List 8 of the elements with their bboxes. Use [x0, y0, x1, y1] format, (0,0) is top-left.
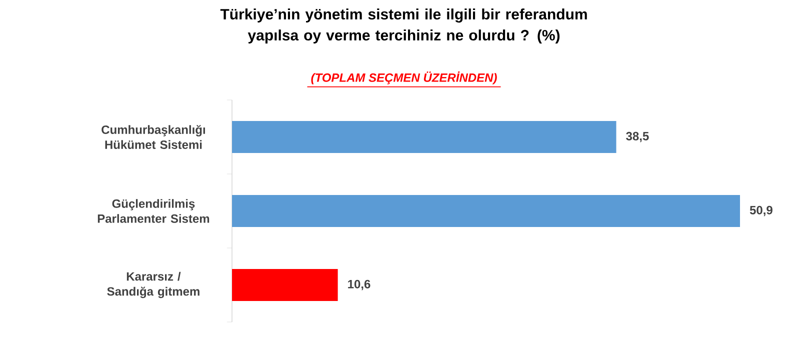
y-tick-label: Cumhurbaşkanlığı Hükümet Sistemi	[102, 125, 205, 149]
data-label: 10,6	[348, 280, 370, 290]
chart-subtitle: (TOPLAM SEÇMEN ÜZERİNDEN)	[311, 72, 497, 84]
data-label: 50,9	[750, 206, 772, 216]
chart-title: Türkiye’nin yönetim sistemi ile ilgili bir referandum yapılsa oy verme tercihiniz ne olurdu ? (%)	[220, 8, 587, 44]
y-tick-label: Güçlendirilmiş Parlamenter Sistem	[98, 199, 210, 223]
y-tick-label: Kararsız / Sandığa gitmem	[107, 272, 200, 298]
data-label: 38,5	[626, 132, 649, 142]
